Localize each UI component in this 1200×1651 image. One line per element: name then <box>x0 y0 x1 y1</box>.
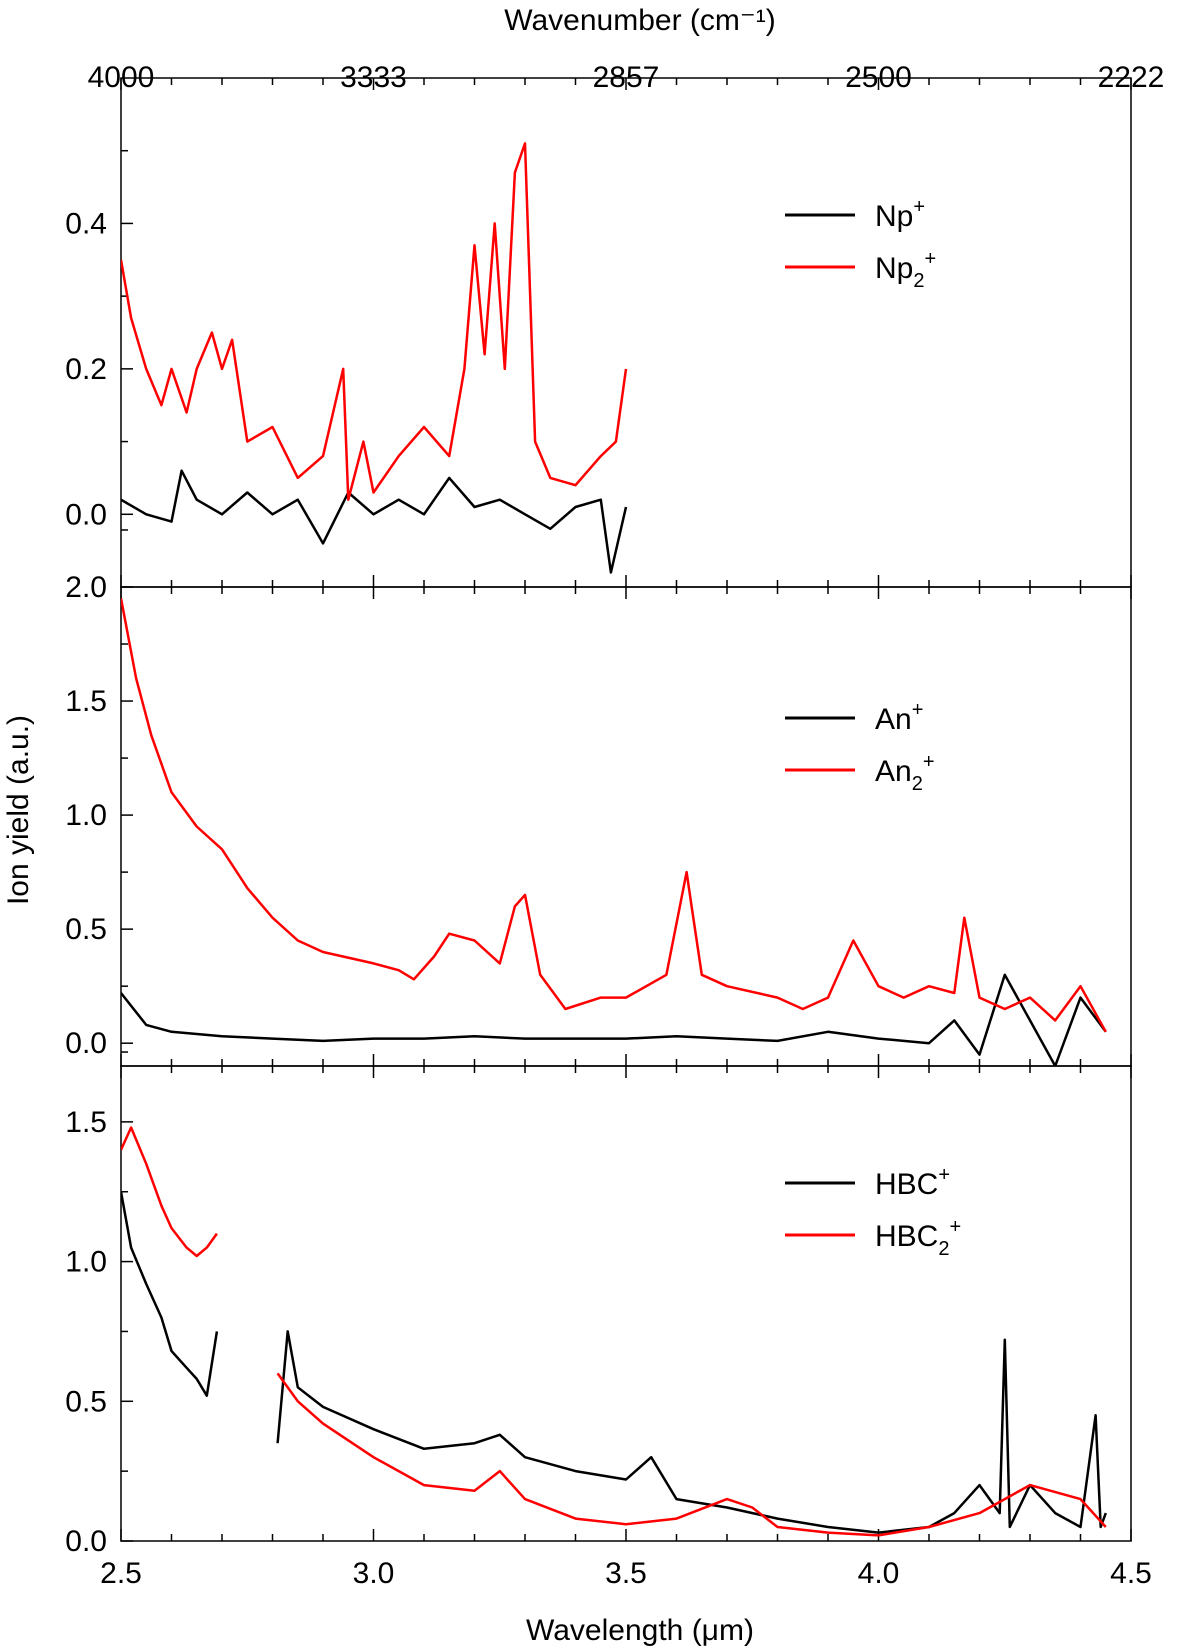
bottom-tick-label: 3.0 <box>353 1557 395 1590</box>
y-tick-label: 1.5 <box>65 1106 107 1139</box>
y-tick-label: 0.0 <box>65 1027 107 1060</box>
y-tick-label: 0.5 <box>65 913 107 946</box>
y-tick-label: 2.0 <box>65 571 107 604</box>
bottom-tick-label: 4.0 <box>858 1557 900 1590</box>
series-line-An+ <box>121 973 1107 1066</box>
legend-label: An+ <box>875 699 923 736</box>
series-line-HBC2+ <box>276 1372 1107 1537</box>
legend-label: Np+ <box>875 196 925 233</box>
series-line-Np+ <box>121 469 628 574</box>
panel-bottom: 0.0 0.5 1.0 1.5 HBC+ HBC2+ <box>65 1051 1132 1558</box>
panel-middle: 0.0 0.5 1.0 1.5 2.0 An+ An2+ <box>65 529 1132 1067</box>
y-tick-label: 0.5 <box>65 1385 107 1418</box>
series-line-An2+ <box>121 598 1107 1033</box>
y-tick-label: 1.0 <box>65 1246 107 1279</box>
series-line-HBC+ <box>276 1330 1107 1534</box>
legend-label: HBC+ <box>875 1164 950 1201</box>
bottom-tick-label: 4.5 <box>1110 1557 1152 1590</box>
top-axis-label: Wavenumber (cm⁻¹) <box>504 4 775 37</box>
y-axis-label: Ion yield (a.u.) <box>2 715 35 905</box>
series-line-HBC2+ <box>121 1126 218 1258</box>
panel-frame <box>120 1065 1132 1542</box>
legend-label: HBC2+ <box>875 1216 961 1260</box>
y-tick-label: 0.0 <box>65 1525 107 1558</box>
bottom-axis-ticks: 2.5 3.0 3.5 4.0 4.5 <box>100 1557 1152 1590</box>
legend-label: An2+ <box>875 751 935 795</box>
series-line-HBC+ <box>121 1191 219 1397</box>
legend-label: Np2+ <box>875 248 936 292</box>
panels: 0.00.20.4 Np+Np2+0.00.51.01.52.0An+An2+0.… <box>65 77 1132 1558</box>
series-line-Np2+ <box>121 142 628 501</box>
bottom-tick-label: 3.5 <box>605 1557 647 1590</box>
y-tick-label: 1.0 <box>65 799 107 832</box>
panel-top: 0.0 0.2 0.4 Np+ Np2+ <box>65 77 1132 588</box>
y-tick-label: 0.0 <box>65 498 107 531</box>
bottom-tick-label: 2.5 <box>100 1557 142 1590</box>
y-tick-label: 0.4 <box>65 207 107 240</box>
bottom-axis-label: Wavelength (μm) <box>526 1614 754 1647</box>
y-tick-label: 1.5 <box>65 685 107 718</box>
y-tick-label: 0.2 <box>65 353 107 386</box>
